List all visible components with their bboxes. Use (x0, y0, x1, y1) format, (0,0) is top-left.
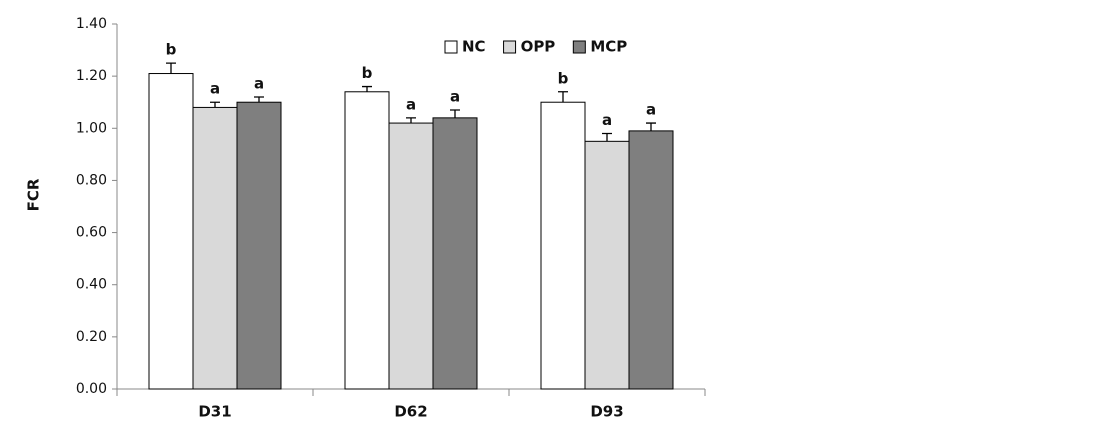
error-bar (254, 96, 264, 103)
y-tick-label: 0.60 (76, 225, 107, 241)
significance-letter: b (558, 69, 569, 87)
y-tick-label: 1.20 (76, 68, 107, 84)
error-bar (602, 132, 612, 142)
error-bar (210, 101, 220, 108)
y-tick-label: 0.20 (76, 329, 107, 345)
x-tick-label: D31 (198, 403, 231, 421)
legend-label: NC (462, 38, 486, 56)
x-tick-label: D93 (590, 403, 623, 421)
bar (236, 101, 282, 390)
significance-letter: a (450, 88, 460, 106)
significance-letter: a (210, 80, 220, 98)
error-bar (450, 109, 460, 118)
bar (192, 106, 238, 390)
error-bar (362, 85, 372, 92)
significance-letter: a (406, 95, 416, 113)
significance-letter: a (646, 101, 656, 119)
error-bar (406, 117, 416, 124)
y-tick-label: 0.40 (76, 277, 107, 293)
bar (432, 117, 478, 390)
significance-letter: a (602, 111, 612, 129)
x-tick-label: D62 (394, 403, 427, 421)
legend-swatch (503, 40, 517, 54)
legend-swatch (444, 40, 458, 54)
bar (540, 101, 586, 390)
error-bar (166, 62, 176, 74)
legend-swatch (572, 40, 586, 54)
legend-label: MCP (590, 38, 627, 56)
y-tick-label: 0.80 (76, 172, 107, 188)
significance-letter: b (362, 64, 373, 82)
legend-label: OPP (521, 38, 556, 56)
bar (628, 130, 674, 390)
significance-letter: a (254, 75, 264, 93)
y-tick-label: 0.00 (76, 381, 107, 397)
bar (344, 91, 390, 390)
y-axis-label: FCR (25, 178, 43, 211)
bar (148, 73, 194, 390)
significance-letter: b (166, 41, 177, 59)
y-tick-label: 1.40 (76, 16, 107, 32)
bar (584, 140, 630, 390)
error-bar (646, 122, 656, 131)
bar (388, 122, 434, 390)
error-bar (558, 91, 568, 103)
y-tick-label: 1.00 (76, 120, 107, 136)
